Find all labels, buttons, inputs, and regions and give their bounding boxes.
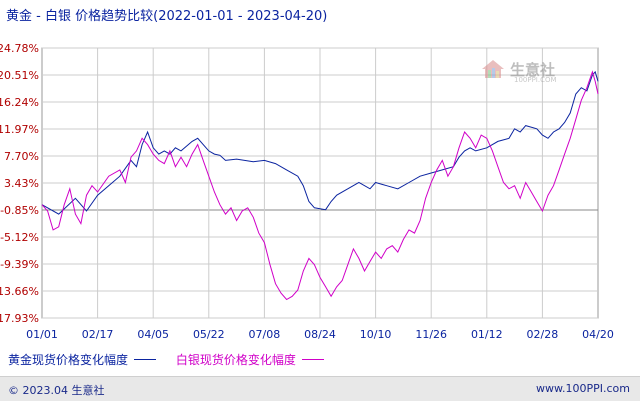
- x-tick-label: 07/08: [249, 328, 281, 341]
- y-tick-label: 7.70%: [4, 150, 39, 163]
- chart-title: 黄金 - 白银 价格趋势比较(2022-01-01 - 2023-04-20): [6, 5, 327, 24]
- price-chart: 24.78% 20.51% 16.24% 11.97% 7.70% 3.43% -0.85%…: [0, 42, 614, 341]
- legend-gold-swatch: [134, 359, 157, 360]
- x-tick-label: 02/28: [527, 328, 559, 341]
- y-tick-label: 3.43%: [4, 177, 39, 190]
- silver-series-line: [41, 70, 599, 301]
- x-tick-label: 05/22: [193, 328, 225, 341]
- title-range: 价格趋势比较(2022-01-01 - 2023-04-20): [75, 9, 328, 24]
- x-tick-label: 01/01: [26, 328, 58, 341]
- x-tick-label: 04/05: [137, 328, 169, 341]
- y-tick-label: -17.93%: [0, 312, 39, 325]
- x-tick-label: 11/26: [415, 328, 447, 341]
- y-tick-label: 24.78%: [0, 42, 39, 55]
- x-tick-label: 08/24: [304, 328, 336, 341]
- title-gold: 黄金: [6, 9, 33, 24]
- legend-silver-swatch: [301, 359, 324, 360]
- watermark: 生意社 100PPI.COM: [480, 58, 557, 84]
- y-tick-label: -5.12%: [0, 231, 39, 244]
- legend-gold-label: 黄金现货价格变化幅度: [8, 353, 129, 367]
- legend-silver-label: 白银现货价格变化幅度: [175, 353, 296, 367]
- x-tick-label: 10/10: [360, 328, 392, 341]
- chart-legend: 黄金现货价格变化幅度 白银现货价格变化幅度: [8, 351, 340, 368]
- footer-bar: © 2023.04 生意社 www.100PPI.com: [0, 376, 640, 401]
- y-tick-label: 16.24%: [0, 96, 39, 109]
- title-silver: 白银: [45, 9, 72, 24]
- y-tick-label: -9.39%: [0, 258, 39, 271]
- title-separator: -: [36, 9, 41, 24]
- footer-website[interactable]: www.100PPI.com: [536, 382, 630, 395]
- gold-series-line: [41, 70, 599, 215]
- house-logo-icon: [482, 60, 504, 78]
- y-tick-label: 20.51%: [0, 69, 39, 82]
- y-tick-label: -13.66%: [0, 285, 39, 298]
- x-tick-label: 01/12: [471, 328, 503, 341]
- x-tick-label: 02/17: [82, 328, 114, 341]
- x-tick-label: 04/20: [582, 328, 614, 341]
- footer-copyright: © 2023.04 生意社: [8, 384, 105, 397]
- watermark-subtext: 100PPI.COM: [514, 76, 557, 84]
- y-tick-label: -0.85%: [0, 204, 39, 217]
- watermark-text: 生意社: [510, 60, 556, 79]
- legend-silver: 白银现货价格变化幅度: [176, 351, 324, 368]
- y-tick-label: 11.97%: [0, 123, 39, 136]
- legend-gold: 黄金现货价格变化幅度: [8, 351, 157, 368]
